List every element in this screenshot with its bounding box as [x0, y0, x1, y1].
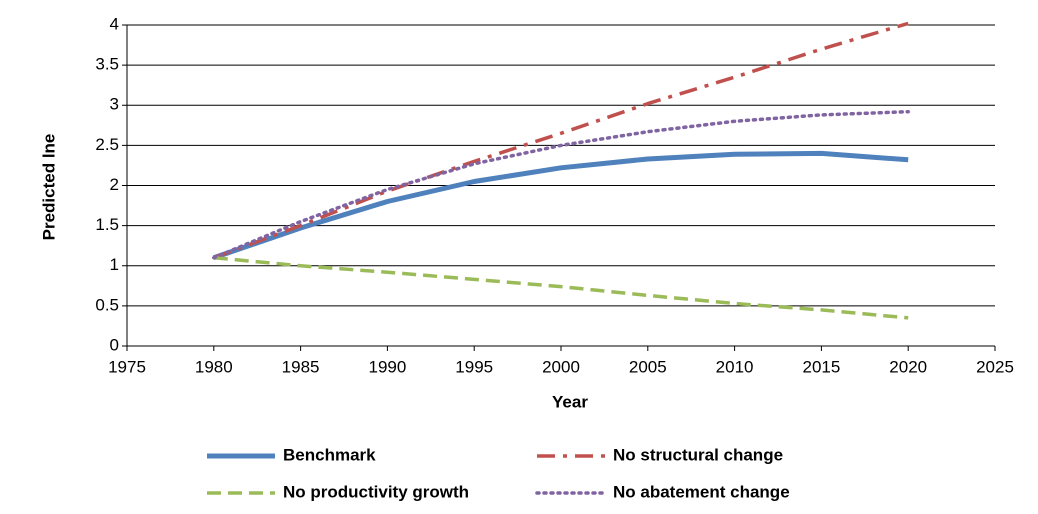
y-tick-label: 3.5: [95, 55, 119, 74]
y-tick-label: 3: [110, 95, 119, 114]
y-tick-label: 4: [110, 14, 119, 33]
x-tick-label: 1980: [195, 357, 233, 376]
legend-label: No abatement change: [613, 482, 790, 501]
x-tick-label: 1990: [368, 357, 406, 376]
y-tick-label: 1.5: [95, 215, 119, 234]
series-line: [212, 109, 910, 260]
legend-label: No structural change: [613, 445, 783, 464]
x-tick-label: 2020: [889, 357, 927, 376]
y-axis-label: Predicted lne: [39, 134, 58, 241]
legend-label: Benchmark: [283, 445, 376, 464]
y-tick-label: 0.5: [95, 295, 119, 314]
series-line: [213, 255, 909, 320]
x-tick-label: 2025: [976, 357, 1014, 376]
y-tick-label: 1: [110, 255, 119, 274]
x-tick-label: 2015: [802, 357, 840, 376]
x-axis-label: Year: [552, 392, 588, 411]
x-tick-label: 1995: [455, 357, 493, 376]
x-tick-label: 2005: [629, 357, 667, 376]
series-line: [213, 21, 909, 260]
x-tick-label: 2000: [542, 357, 580, 376]
x-tick-label: 1985: [282, 357, 320, 376]
x-tick-label: 1975: [108, 357, 146, 376]
y-tick-label: 2: [110, 175, 119, 194]
x-tick-label: 2010: [716, 357, 754, 376]
legend-label: No productivity growth: [283, 482, 469, 501]
series-line: [212, 150, 909, 261]
y-tick-label: 2.5: [95, 135, 119, 154]
y-tick-label: 0: [110, 335, 119, 354]
